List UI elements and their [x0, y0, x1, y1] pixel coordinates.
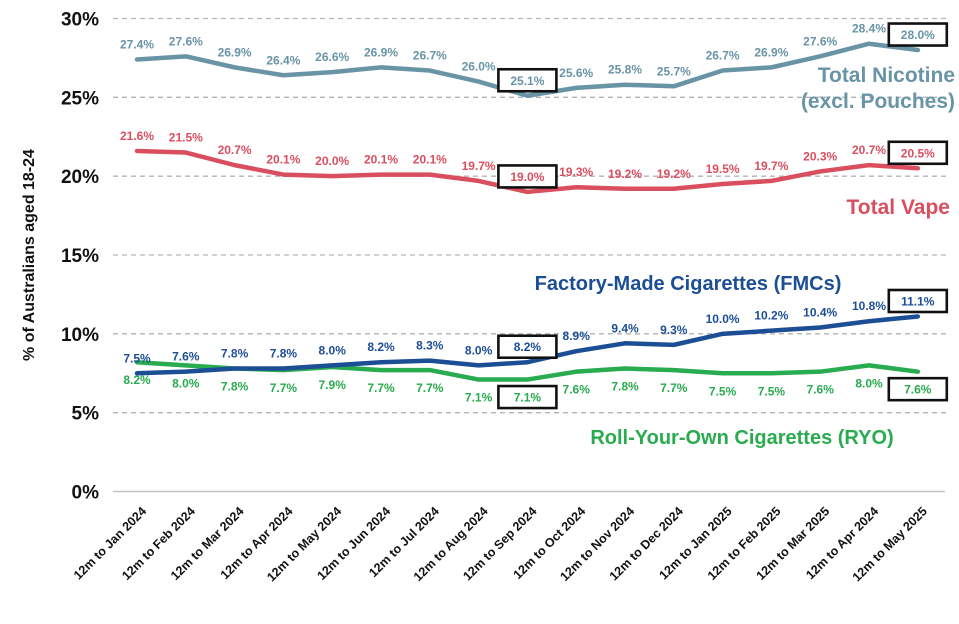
legend-vape: Total Vape: [847, 196, 950, 219]
legend-nicotine: (excl. Pouches): [801, 90, 955, 113]
value-label-vape: 19.0%: [510, 170, 544, 184]
value-label-nicotine: 26.9%: [218, 45, 252, 59]
value-label-fmc: 10.2%: [754, 309, 788, 323]
legend-fmc: Factory-Made Cigarettes (FMCs): [535, 273, 842, 295]
value-label-vape: 20.5%: [901, 146, 935, 160]
y-tick-label: 10%: [61, 325, 99, 346]
value-label-nicotine: 25.7%: [657, 64, 691, 78]
value-label-fmc: 8.2%: [367, 340, 395, 354]
value-label-ryo: 8.0%: [855, 376, 883, 390]
value-label-fmc: 8.3%: [416, 339, 444, 353]
value-label-ryo: 7.7%: [416, 381, 444, 395]
value-label-nicotine: 26.6%: [315, 50, 349, 64]
value-label-nicotine: 25.1%: [510, 74, 544, 88]
value-label-nicotine: 28.4%: [852, 22, 886, 36]
highlight-box-fmc: [887, 288, 949, 314]
value-label-vape: 19.2%: [657, 167, 691, 181]
value-label-vape: 20.7%: [852, 143, 886, 157]
value-label-nicotine: 26.7%: [706, 49, 740, 63]
value-label-ryo: 7.9%: [319, 378, 347, 392]
value-label-nicotine: 25.6%: [559, 66, 593, 80]
value-label-vape: 20.3%: [803, 149, 837, 163]
line-fmc: [134, 314, 921, 376]
highlight-box-nicotine: [497, 67, 558, 93]
highlight-box-ryo: [887, 376, 949, 402]
value-label-ryo: 7.5%: [758, 384, 786, 398]
line-vape: [134, 148, 921, 195]
value-label-ryo: 8.0%: [172, 376, 200, 390]
y-tick-label: 20%: [61, 167, 99, 188]
value-label-fmc: 9.3%: [660, 323, 688, 337]
value-label-vape: 19.3%: [559, 165, 593, 179]
value-label-nicotine: 26.7%: [413, 49, 447, 63]
value-label-ryo: 7.6%: [563, 383, 591, 397]
value-label-fmc: 8.2%: [514, 340, 542, 354]
value-label-fmc: 8.0%: [465, 343, 493, 357]
value-label-fmc: 10.8%: [852, 299, 886, 313]
value-label-ryo: 7.7%: [270, 381, 298, 395]
value-label-ryo: 7.6%: [807, 383, 835, 397]
legend-ryo: Roll-Your-Own Cigarettes (RYO): [590, 427, 893, 449]
value-label-vape: 21.5%: [169, 131, 203, 145]
value-label-ryo: 7.8%: [611, 380, 639, 394]
y-tick-label: 25%: [61, 88, 99, 109]
value-label-vape: 20.1%: [266, 153, 300, 167]
value-label-vape: 20.1%: [413, 153, 447, 167]
value-label-nicotine: 26.0%: [462, 60, 496, 74]
highlight-box-nicotine: [887, 22, 949, 47]
value-label-fmc: 10.4%: [803, 306, 837, 320]
value-label-ryo: 7.8%: [221, 380, 249, 394]
value-label-vape: 19.5%: [706, 162, 740, 176]
highlight-box-vape: [887, 140, 949, 166]
y-tick-label: 5%: [72, 404, 100, 425]
y-tick-label: 15%: [61, 246, 99, 267]
value-label-fmc: 7.5%: [123, 351, 151, 365]
highlight-box-fmc: [497, 334, 558, 360]
value-label-ryo: 7.7%: [367, 381, 395, 395]
value-label-fmc: 11.1%: [901, 294, 935, 308]
y-tick-label: 30%: [61, 10, 99, 31]
value-label-vape: 20.1%: [364, 153, 398, 167]
legend-nicotine: Total Nicotine: [818, 64, 955, 87]
value-label-vape: 19.7%: [754, 159, 788, 173]
line-ryo: [134, 359, 921, 382]
value-label-nicotine: 25.8%: [608, 63, 642, 77]
value-label-fmc: 8.9%: [563, 329, 591, 343]
value-label-vape: 20.7%: [218, 143, 252, 157]
value-label-fmc: 7.8%: [221, 347, 249, 361]
value-label-fmc: 7.6%: [172, 350, 200, 364]
value-label-vape: 20.0%: [315, 154, 349, 168]
value-label-ryo: 7.7%: [660, 381, 688, 395]
value-label-vape: 19.7%: [462, 159, 496, 173]
value-label-ryo: 8.2%: [123, 373, 151, 387]
value-label-nicotine: 27.6%: [803, 34, 837, 48]
value-label-fmc: 7.8%: [270, 347, 298, 361]
value-label-ryo: 7.6%: [904, 383, 932, 397]
line-nicotine: [134, 41, 921, 99]
value-label-fmc: 8.0%: [319, 343, 347, 357]
highlight-box-ryo: [497, 384, 558, 410]
value-label-vape: 21.6%: [120, 129, 154, 143]
value-label-fmc: 9.4%: [611, 321, 639, 335]
value-label-nicotine: 26.9%: [754, 45, 788, 59]
value-label-ryo: 7.1%: [465, 391, 493, 405]
y-tick-label: 0%: [72, 483, 100, 504]
value-label-fmc: 10.0%: [706, 312, 740, 326]
value-label-nicotine: 26.9%: [364, 45, 398, 59]
value-label-vape: 19.2%: [608, 167, 642, 181]
value-label-ryo: 7.1%: [514, 391, 542, 405]
value-label-ryo: 7.5%: [709, 384, 737, 398]
value-label-nicotine: 26.4%: [266, 53, 300, 67]
value-label-nicotine: 27.4%: [120, 37, 154, 51]
value-label-nicotine: 27.6%: [169, 34, 203, 48]
value-label-nicotine: 28.0%: [901, 28, 935, 42]
highlight-box-vape: [497, 164, 558, 189]
